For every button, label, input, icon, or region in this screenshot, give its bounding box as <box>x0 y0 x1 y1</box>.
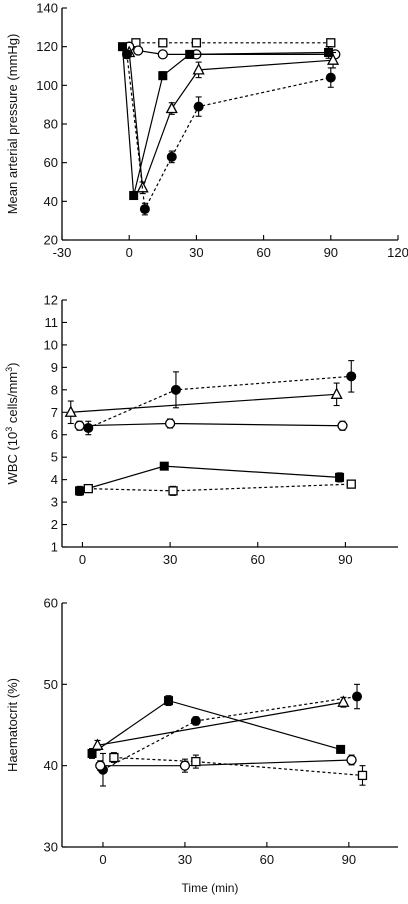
y-tick-label: 8 <box>51 382 58 397</box>
data-point-filled-circle <box>325 72 336 83</box>
data-point-filled-square <box>129 191 139 201</box>
x-tick-label: 0 <box>99 852 106 867</box>
x-tick-label: 30 <box>189 245 203 260</box>
y-axis-title: WBC (103 cells/mm3) <box>4 363 20 485</box>
series-line <box>113 756 363 777</box>
data-point-filled-square <box>185 49 195 59</box>
x-tick-label: 0 <box>126 245 133 260</box>
y-tick-label: 3 <box>51 495 58 510</box>
data-point-open-square <box>191 756 201 767</box>
y-tick-label: 12 <box>44 293 58 308</box>
data-point-filled-circle <box>121 49 132 60</box>
y-tick-label: 7 <box>51 405 58 420</box>
data-point-open-circle <box>346 754 357 766</box>
data-point-open-circle <box>74 420 85 431</box>
data-point-open-square <box>158 38 168 48</box>
data-point-open-square <box>346 479 356 489</box>
y-tick-label: 100 <box>36 78 58 93</box>
x-axis-title: Time (min) <box>182 881 239 895</box>
data-point-filled-circle <box>190 715 201 726</box>
data-point-open-square <box>83 483 93 494</box>
data-point-filled-square <box>159 461 169 471</box>
data-point-open-triangle <box>165 101 178 114</box>
y-tick-label: 30 <box>44 840 58 855</box>
x-tick-label: 0 <box>79 552 86 567</box>
x-tick-label: -30 <box>53 245 72 260</box>
data-point-filled-square <box>158 71 168 81</box>
y-tick-label: 11 <box>45 315 59 330</box>
series-line <box>88 483 352 492</box>
x-tick-label: 60 <box>251 552 265 567</box>
data-point-open-triangle <box>326 53 340 65</box>
data-point-open-triangle <box>91 738 104 750</box>
data-point-open-square <box>168 486 178 496</box>
series-line <box>70 393 337 413</box>
y-tick-label: 5 <box>51 450 58 465</box>
series-line <box>121 46 329 196</box>
series-line <box>100 759 352 767</box>
data-point-filled-square <box>335 472 345 482</box>
x-tick-label: 120 <box>387 245 408 260</box>
y-tick-label: 20 <box>44 233 58 248</box>
y-tick-label: 50 <box>44 677 58 692</box>
series-line <box>79 422 343 427</box>
data-point-filled-square <box>75 486 85 496</box>
series-line <box>79 465 340 492</box>
y-tick-label: 60 <box>44 596 58 611</box>
data-point-open-circle <box>157 49 168 60</box>
data-point-filled-circle <box>83 422 94 433</box>
data-point-filled-square <box>336 744 346 754</box>
y-tick-label: 40 <box>44 758 58 773</box>
y-tick-label: 2 <box>51 517 58 532</box>
x-tick-label: 30 <box>178 852 192 867</box>
data-point-filled-circle <box>166 151 177 162</box>
chart-panel-mean-arterial-pressure: 20 40 60 80 100 120 140 -30 0 30 60 90 120 Mean arter… <box>5 1 408 261</box>
y-tick-label: 10 <box>44 337 58 352</box>
series-line <box>91 699 341 754</box>
data-point-open-circle <box>337 420 348 431</box>
y-tick-label: 9 <box>51 360 58 375</box>
data-point-open-triangle <box>192 62 205 75</box>
series-line <box>97 701 344 746</box>
y-tick-label: 4 <box>51 472 58 487</box>
x-tick-label: 60 <box>256 245 270 260</box>
y-tick-label: 120 <box>36 39 58 54</box>
data-point-open-square <box>191 38 202 48</box>
x-tick-label: 60 <box>260 852 274 867</box>
data-point-open-square <box>326 38 336 48</box>
data-point-filled-circle <box>346 371 357 382</box>
data-point-filled-circle <box>139 204 150 215</box>
data-point-filled-circle <box>352 691 363 702</box>
series-line <box>102 695 358 771</box>
y-tick-label: 40 <box>44 194 58 209</box>
data-point-filled-circle <box>193 101 204 112</box>
y-tick-label: 1 <box>51 540 58 555</box>
x-tick-label: 90 <box>324 245 338 260</box>
data-point-open-circle <box>179 760 191 771</box>
chart-panel-haematocrit: 30 40 50 60 0 30 60 90 Haematocrit (%) Time (min) <box>5 596 398 895</box>
data-point-filled-square <box>117 42 127 52</box>
data-point-open-square <box>357 770 368 781</box>
y-tick-label: 6 <box>51 427 58 442</box>
data-point-open-circle <box>95 760 106 771</box>
data-point-open-triangle <box>330 387 343 399</box>
data-point-open-circle <box>164 418 176 429</box>
y-tick-label: 80 <box>44 117 58 132</box>
data-point-filled-circle <box>170 384 181 395</box>
y-axis-title: Haematocrit (%) <box>5 678 20 772</box>
y-tick-label: 60 <box>44 155 58 170</box>
data-point-filled-square <box>164 696 174 706</box>
x-tick-label: 90 <box>342 852 356 867</box>
x-tick-label: 90 <box>338 552 352 567</box>
y-axis-title: Mean arterial pressure (mmHg) <box>5 34 20 215</box>
data-point-open-triangle <box>337 695 350 707</box>
data-point-open-square <box>109 752 119 763</box>
data-point-open-circle <box>133 45 144 56</box>
y-tick-label: 140 <box>36 1 58 16</box>
data-point-open-triangle <box>64 405 77 417</box>
series-line <box>126 54 331 212</box>
x-tick-label: 30 <box>163 552 177 567</box>
